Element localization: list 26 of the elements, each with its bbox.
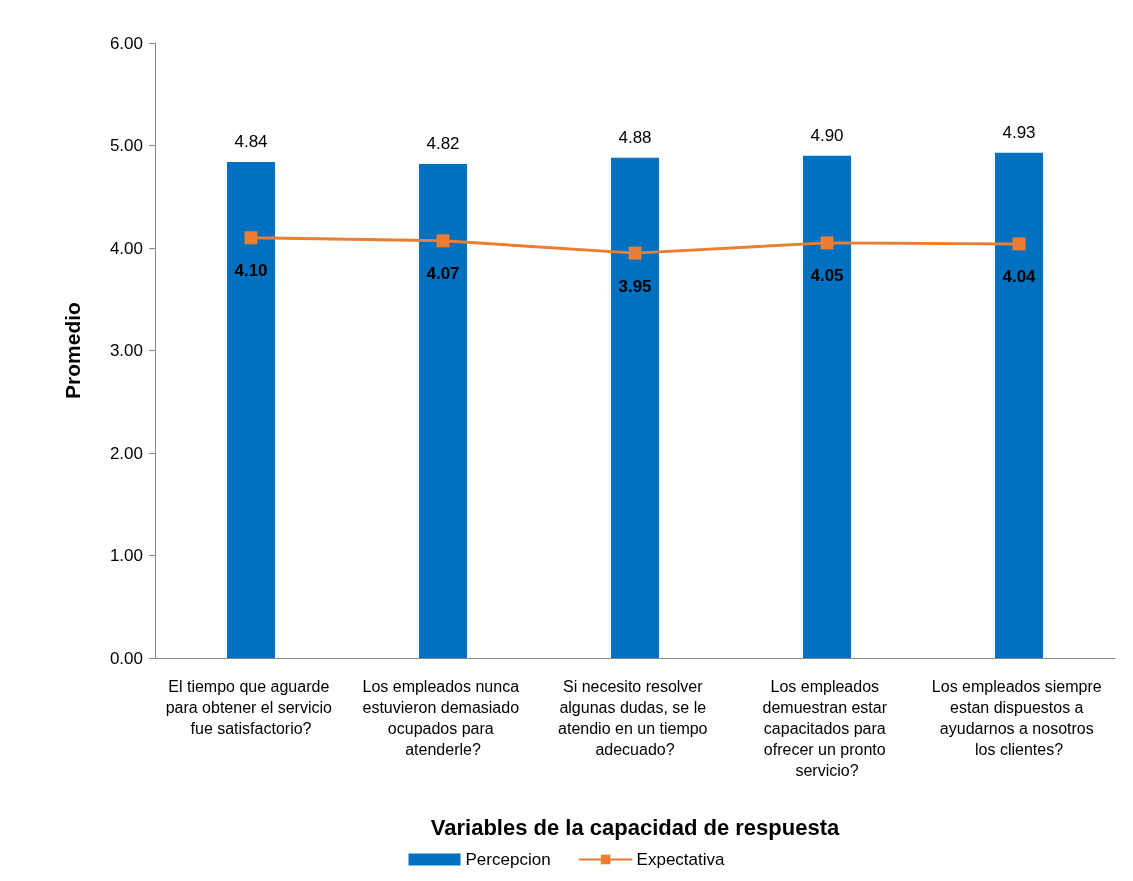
data-label: 4.04: [1002, 267, 1037, 287]
data-label: 4.10: [234, 261, 268, 281]
y-tick-label: 3.00: [109, 341, 143, 360]
x-tick-label: Si necesito resolver algunas dudas, se le atendio en un tiempo adecuado?: [558, 678, 712, 758]
x-tick-label: Los empleados demuestran estar capacitados para ofrecer un pronto servicio?: [762, 678, 892, 779]
y-tick-label: 5.00: [109, 136, 143, 155]
y-tick-label: 4.00: [109, 238, 143, 258]
data-label: 4.88: [618, 127, 652, 147]
x-axis-title: Variables de la capacidad de respuesta: [430, 814, 840, 840]
data-label: 4.93: [1002, 122, 1036, 142]
x-tick-label: Los empleados nunca estuvieron demasiado ocupados para atenderle?: [362, 678, 524, 758]
y-axis-title: Promedio: [61, 302, 84, 399]
data-label: 4.07: [426, 264, 460, 284]
data-label: 3.95: [618, 276, 652, 296]
legend-label: Percepcion: [465, 850, 551, 869]
x-tick-label: Los empleados siempre estan dispuestos a ayudarnos a nosotros los clientes?: [931, 678, 1107, 758]
y-tick-label: 6.00: [109, 33, 143, 53]
data-label: 4.84: [234, 131, 268, 151]
data-label: 4.05: [810, 266, 844, 286]
y-tick-label: 2.00: [109, 443, 143, 463]
x-tick-label: El tiempo que aguarde para obtener el servicio fue satisfactorio?: [165, 678, 337, 737]
y-tick-label: 0.00: [109, 648, 143, 668]
data-label: 4.82: [426, 133, 460, 153]
legend-label: Expectativa: [636, 850, 726, 869]
y-tick-label: 1.00: [109, 546, 143, 565]
data-label: 4.90: [810, 125, 844, 145]
